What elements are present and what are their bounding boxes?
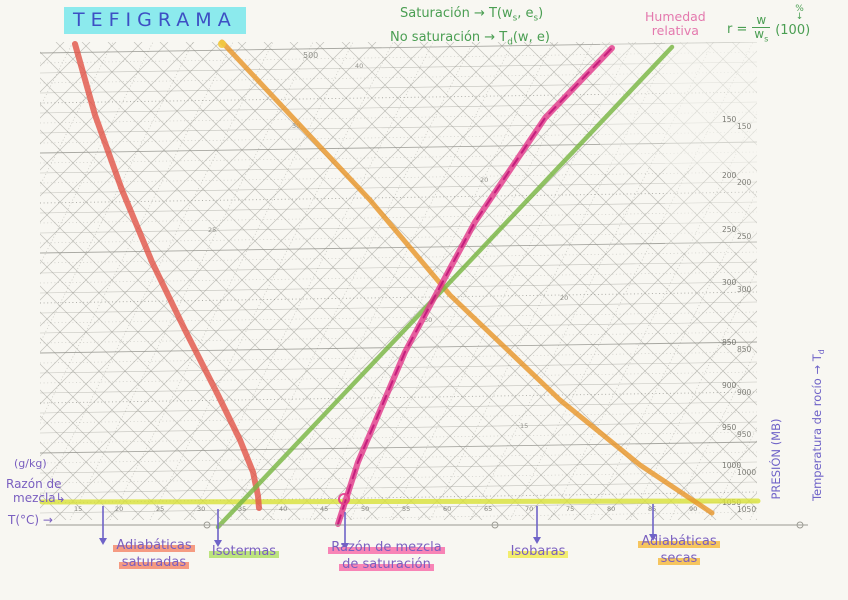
svg-text:1000: 1000	[737, 468, 756, 477]
corner-arrow-icon: ↳	[55, 491, 66, 505]
axis-marker-circle	[491, 521, 499, 529]
razon-de-mezcla-dash-line	[337, 47, 613, 525]
legend-adiabaticas-saturadas: Adiabáticas saturadas	[84, 537, 224, 571]
adiabatica-seca-line	[219, 39, 715, 516]
grid-lines	[40, 42, 757, 520]
svg-text:40: 40	[279, 505, 287, 513]
legend-isotermas: Isotermas	[194, 543, 294, 560]
mixing-ratio-marker-circle	[338, 493, 350, 505]
svg-text:850: 850	[722, 338, 737, 347]
svg-text:300: 300	[722, 278, 737, 287]
bottom-tick-labels: 15 20 25 30 35 40 45 50 55 60 65 70 75 80 85 90	[74, 505, 697, 513]
svg-text:1000: 1000	[722, 461, 741, 470]
svg-text:25: 25	[208, 226, 216, 234]
svg-text:75: 75	[566, 505, 574, 513]
grid-number-labels: 500 40 30 25 20 30 20 15	[208, 51, 568, 430]
svg-text:65: 65	[484, 505, 492, 513]
isoterma-line	[215, 44, 675, 530]
svg-text:950: 950	[737, 430, 752, 439]
svg-text:85: 85	[648, 505, 656, 513]
legend-razon-de-mezcla: Razón de mezcla de saturación	[314, 539, 459, 573]
svg-text:250: 250	[737, 232, 752, 241]
svg-text:15: 15	[74, 505, 82, 513]
svg-text:200: 200	[737, 178, 752, 187]
svg-text:20: 20	[480, 176, 488, 184]
svg-text:900: 900	[737, 388, 752, 397]
svg-text:15: 15	[520, 422, 528, 430]
mixing-ratio-axis-label: Razón de	[6, 477, 62, 491]
svg-text:200: 200	[722, 171, 737, 180]
down-arrow-icon: ↓	[795, 12, 804, 23]
svg-text:1050: 1050	[737, 505, 756, 514]
svg-text:500: 500	[303, 51, 318, 60]
axis-marker-circle	[203, 521, 211, 529]
svg-text:850: 850	[737, 345, 752, 354]
mixing-ratio-axis-label-2: mezcla↳	[13, 491, 66, 505]
svg-text:20: 20	[560, 294, 568, 302]
mixing-ratio-units: (g/kg)	[14, 457, 47, 470]
dry-adiabat-start-dot	[218, 40, 226, 48]
svg-text:150: 150	[737, 122, 752, 131]
svg-text:20: 20	[115, 505, 123, 513]
legend-adiabaticas-secas: Adiabáticas secas	[624, 533, 734, 567]
svg-text:45: 45	[320, 505, 328, 513]
svg-text:30: 30	[292, 122, 300, 130]
svg-text:900: 900	[722, 381, 737, 390]
svg-text:30: 30	[424, 316, 432, 324]
pressure-axis-label: PRESIÓN (MB)	[769, 418, 783, 500]
svg-text:90: 90	[689, 505, 697, 513]
adiabatica-saturada-line	[72, 41, 262, 511]
svg-text:40: 40	[355, 62, 363, 70]
svg-text:60: 60	[443, 505, 451, 513]
note-no-saturation: No saturación → Td(w, e)	[390, 30, 550, 48]
legend-isobaras: Isobaras	[498, 543, 578, 560]
svg-text:55: 55	[402, 505, 410, 513]
percent-annotation: % ↓	[795, 4, 804, 23]
note-saturation: Saturación → T(ws, es)	[400, 6, 544, 24]
relative-humidity-formula: r = w ws % ↓ (100)	[727, 4, 811, 44]
fraction-w-over-ws: w ws	[752, 13, 771, 44]
page-title: TEFIGRAMA	[64, 7, 246, 34]
svg-text:150: 150	[722, 115, 737, 124]
svg-text:25: 25	[156, 505, 164, 513]
relative-humidity-label: Humedad relativa	[645, 9, 706, 38]
svg-text:80: 80	[607, 505, 615, 513]
svg-text:250: 250	[722, 225, 737, 234]
svg-text:30: 30	[197, 505, 205, 513]
svg-text:950: 950	[722, 423, 737, 432]
axis-marker-circle	[796, 521, 804, 529]
isobara-line	[39, 498, 761, 505]
formula-multiplier: % ↓ (100)	[775, 4, 811, 39]
svg-text:50: 50	[361, 505, 369, 513]
svg-text:35: 35	[238, 505, 246, 513]
dewpoint-axis-label: Temperatura de rocío → Td	[809, 349, 827, 502]
svg-text:70: 70	[525, 505, 533, 513]
svg-text:300: 300	[737, 285, 752, 294]
temperature-axis-label: T(°C) →	[8, 513, 53, 527]
